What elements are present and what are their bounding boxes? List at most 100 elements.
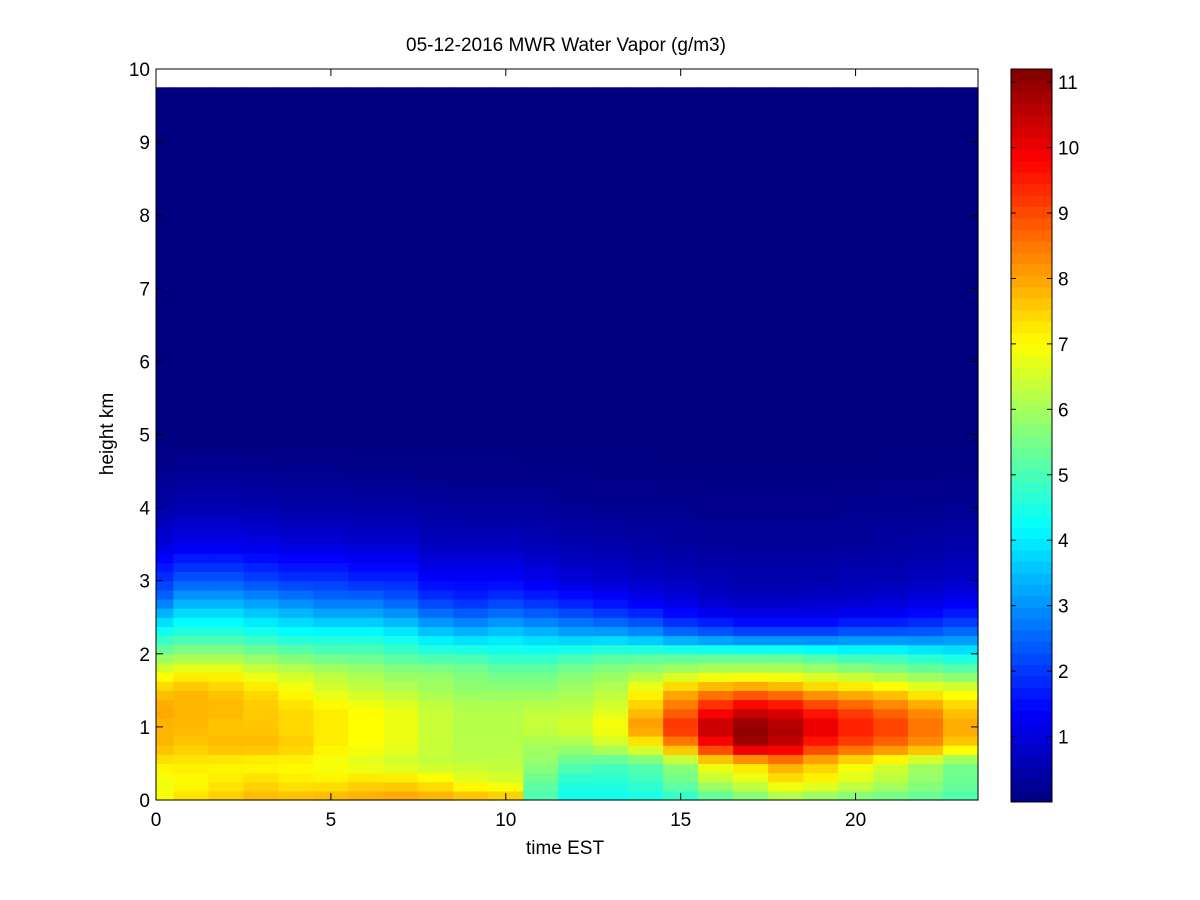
heatmap-cell (733, 589, 769, 600)
heatmap-cell (348, 489, 384, 500)
heatmap-cell (173, 434, 210, 445)
heatmap-cell (453, 580, 489, 591)
heatmap-cell (453, 644, 489, 655)
x-tick-label: 5 (326, 810, 337, 831)
heatmap-cell (383, 717, 419, 728)
heatmap-cell (663, 699, 699, 710)
heatmap-cell (873, 690, 909, 701)
heatmap-cell (803, 489, 839, 500)
heatmap-cell (698, 589, 734, 600)
heatmap-cell (663, 726, 699, 737)
heatmap-cell (733, 763, 769, 774)
heatmap-cell (838, 781, 874, 792)
heatmap-cell (488, 617, 524, 627)
heatmap-cell (663, 690, 699, 701)
heatmap-cell (803, 571, 839, 582)
heatmap-cell (173, 443, 210, 454)
heatmap-cell (698, 598, 734, 609)
heatmap-cell (663, 662, 699, 673)
heatmap-cell (733, 452, 769, 463)
heatmap-cell (663, 681, 699, 691)
heatmap-cell (558, 662, 594, 673)
heatmap-cell (908, 672, 944, 682)
heatmap-cell (943, 443, 979, 454)
colorbar-band (1011, 286, 1052, 299)
heatmap-cell (838, 653, 874, 664)
heatmap-cell (628, 535, 664, 545)
heatmap-cell (173, 635, 210, 646)
heatmap-cell (873, 443, 909, 454)
heatmap-cell (348, 471, 384, 481)
heatmap-cell (383, 790, 419, 801)
heatmap-cell (453, 772, 489, 783)
heatmap-cell (383, 772, 419, 783)
heatmap-cell (698, 745, 734, 755)
heatmap-cell (488, 580, 524, 591)
heatmap-cell (838, 644, 874, 655)
heatmap-cell (943, 580, 979, 591)
heatmap-cell (943, 480, 979, 490)
heatmap-cell (803, 544, 839, 554)
heatmap-column (278, 87, 315, 801)
heatmap-cell (243, 736, 280, 746)
heatmap-cell (173, 772, 210, 783)
heatmap-cell (488, 781, 524, 792)
heatmap-cell (558, 480, 594, 490)
heatmap-cell (208, 672, 245, 682)
colorbar-band (1011, 332, 1052, 345)
heatmap-cell (873, 608, 909, 618)
heatmap-cell (873, 525, 909, 536)
heatmap-cell (838, 471, 874, 481)
heatmap-cell (698, 662, 734, 673)
heatmap-cell (803, 434, 839, 445)
heatmap-cell (558, 471, 594, 481)
heatmap-cell (278, 763, 315, 774)
heatmap-cell (523, 544, 559, 554)
heatmap-cell (943, 525, 979, 536)
heatmap-cell (313, 662, 349, 673)
heatmap-cell (488, 562, 524, 573)
heatmap-cell (768, 498, 804, 509)
heatmap-cell (313, 608, 349, 618)
colorbar-band (1011, 69, 1052, 81)
heatmap-cell (943, 699, 979, 710)
heatmap-cell (593, 471, 629, 481)
colorbar-band (1011, 538, 1052, 551)
heatmap-cell (628, 699, 664, 710)
heatmap-cell (628, 553, 664, 564)
heatmap-cell (558, 681, 594, 691)
colorbar-band (1011, 676, 1052, 688)
heatmap-cell (313, 507, 349, 518)
heatmap-cell (313, 635, 349, 646)
heatmap-cell (208, 699, 245, 710)
heatmap-cell (243, 598, 280, 609)
colorbar-band (1011, 710, 1052, 723)
heatmap-cell (698, 790, 734, 801)
colorbar-band (1011, 424, 1052, 436)
heatmap-cell (803, 653, 839, 664)
heatmap-cell (838, 507, 874, 518)
heatmap-cell (838, 672, 874, 682)
heatmap-column (243, 87, 280, 801)
heatmap-cell (208, 571, 245, 582)
colorbar-band (1011, 401, 1052, 414)
colorbar-band (1011, 572, 1052, 585)
heatmap-cell (173, 608, 210, 618)
heatmap-cell (558, 571, 594, 582)
heatmap-cell (733, 790, 769, 801)
heatmap-cell (628, 717, 664, 728)
colorbar-band (1011, 91, 1052, 104)
heatmap-cell (383, 562, 419, 573)
heatmap-cell (243, 507, 280, 518)
heatmap-cell (943, 544, 979, 554)
heatmap-cell (733, 635, 769, 646)
heatmap-cell (698, 690, 734, 701)
colorbar-band (1011, 618, 1052, 631)
heatmap-cell (488, 434, 524, 445)
colorbar-band (1011, 469, 1052, 482)
heatmap-cell (663, 745, 699, 755)
heatmap-cell (558, 617, 594, 627)
heatmap-cell (156, 708, 175, 719)
heatmap-cell (873, 580, 909, 591)
heatmap-cell (156, 87, 175, 436)
